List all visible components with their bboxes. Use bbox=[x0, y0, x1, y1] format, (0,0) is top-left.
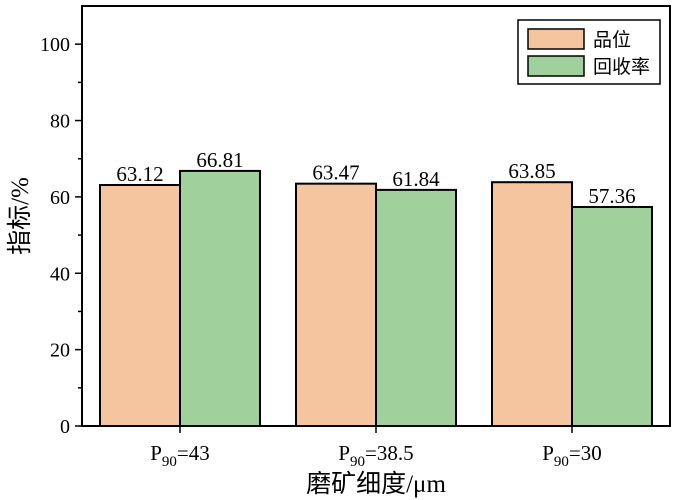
x-tick-label-subscript: 90 bbox=[350, 454, 365, 470]
x-ticks-layer: P90=43 P90=38.5 P90=30 bbox=[150, 426, 602, 470]
x-axis-title: 磨矿细度/μm bbox=[306, 470, 446, 498]
x-tick-label: P90=38.5 bbox=[338, 441, 413, 470]
x-tick-label-rest: =30 bbox=[569, 441, 602, 465]
bar-value-label: 66.81 bbox=[196, 148, 243, 172]
legend-swatch-series-0 bbox=[527, 28, 585, 50]
y-tick-label: 100 bbox=[40, 34, 70, 56]
x-tick-label-base: P bbox=[542, 441, 554, 465]
bar-value-label: 57.36 bbox=[588, 184, 635, 208]
bar-value-label: 63.12 bbox=[116, 162, 163, 186]
bar-value-label: 63.47 bbox=[312, 161, 359, 185]
x-tick-label-subscript: 90 bbox=[554, 454, 569, 470]
y-axis-title: 指标/% bbox=[6, 177, 34, 255]
bar-series-1-cat-2 bbox=[571, 205, 653, 427]
legend-label-series-0: 品位 bbox=[593, 29, 631, 51]
y-tick-label: 20 bbox=[50, 340, 70, 362]
legend-label-series-1: 回收率 bbox=[593, 56, 650, 78]
y-tick-label: 40 bbox=[50, 263, 70, 285]
bar-series-0-cat-0 bbox=[99, 183, 181, 427]
bar-value-label: 63.85 bbox=[508, 159, 555, 183]
y-tick-label: 80 bbox=[50, 111, 70, 133]
y-ticks-layer: 0 20 40 60 80 100 bbox=[40, 34, 82, 438]
x-tick-label: P90=30 bbox=[542, 441, 602, 470]
x-tick-label: P90=43 bbox=[150, 441, 210, 470]
bars-layer bbox=[99, 169, 653, 427]
x-tick-label-subscript: 90 bbox=[162, 454, 177, 470]
bar-series-1-cat-0 bbox=[179, 169, 261, 427]
bar-series-0-cat-2 bbox=[491, 181, 573, 427]
bar-labels-layer: 63.12 66.81 63.47 61.84 63.85 57.36 bbox=[116, 148, 635, 208]
x-tick-label-rest: =38.5 bbox=[365, 441, 414, 465]
y-tick-label: 0 bbox=[60, 416, 70, 438]
x-tick-label-rest: =43 bbox=[177, 441, 210, 465]
bar-series-0-cat-1 bbox=[295, 182, 377, 427]
bar-value-label: 61.84 bbox=[392, 167, 440, 191]
bar-series-1-cat-1 bbox=[375, 188, 457, 427]
x-tick-label-base: P bbox=[150, 441, 162, 465]
y-tick-label: 60 bbox=[50, 187, 70, 209]
legend-swatch-series-1 bbox=[527, 55, 585, 77]
legend: 品位 回收率 bbox=[517, 19, 661, 85]
x-tick-label-base: P bbox=[338, 441, 350, 465]
